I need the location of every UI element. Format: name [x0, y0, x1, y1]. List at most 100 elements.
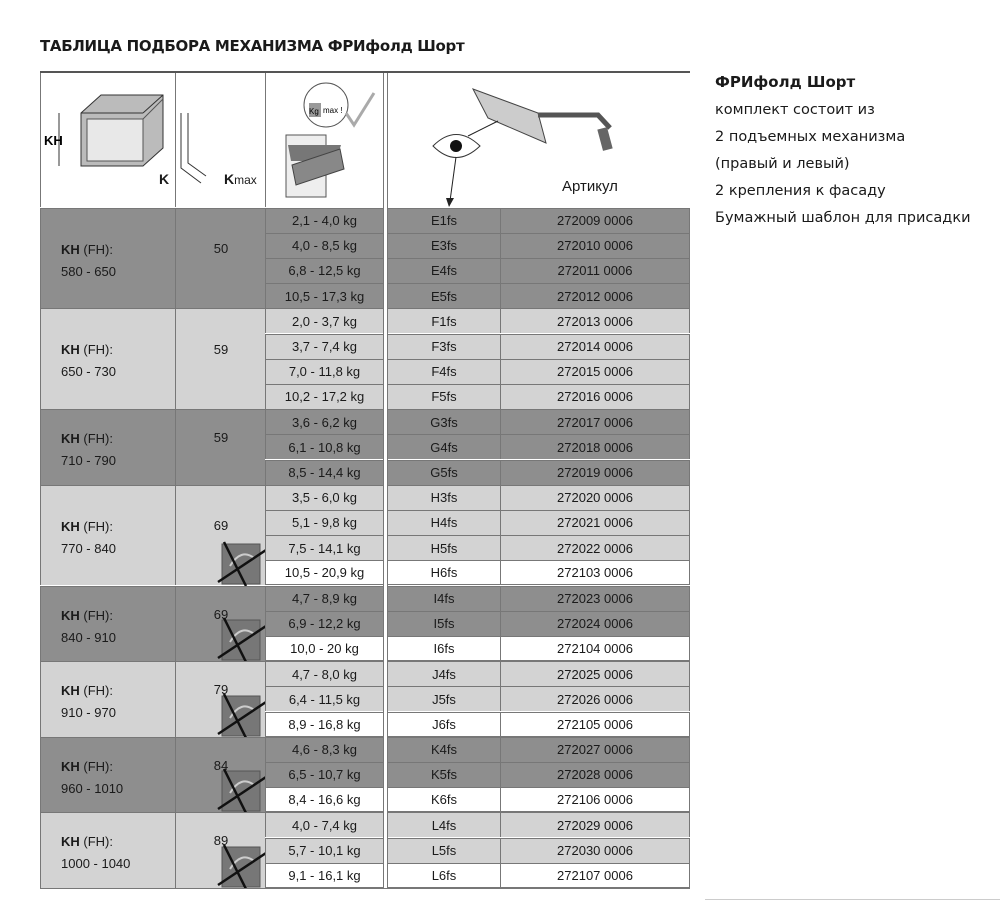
article-number: 272017 0006	[500, 409, 690, 435]
article-number: 272106 0006	[500, 787, 690, 813]
kh-label: KH	[61, 758, 80, 774]
article-number: 272025 0006	[500, 661, 690, 687]
k-value-cell: 50	[175, 207, 265, 309]
weight-range: 4,7 - 8,9 kg	[265, 585, 383, 611]
weight-range: 4,0 - 8,5 kg	[265, 232, 383, 258]
article-number: 272029 0006	[500, 812, 690, 838]
k-value-cell: 59	[175, 409, 265, 485]
weight-range: 8,9 - 16,8 kg	[265, 711, 383, 737]
kit-line: комплект состоит из	[715, 102, 875, 118]
kh-range-value: 840 - 910	[61, 629, 116, 645]
double-divider-2	[387, 73, 388, 888]
weight-range: 9,1 - 16,1 kg	[265, 862, 383, 888]
article-number: 272012 0006	[500, 283, 690, 309]
model-code: I4fs	[388, 585, 500, 611]
article-number: 272028 0006	[500, 761, 690, 788]
not-suitable-icon	[217, 693, 266, 738]
k-value-cell: 84	[175, 736, 266, 814]
weight-range: 8,4 - 16,6 kg	[265, 787, 383, 813]
weight-range: 5,1 - 9,8 kg	[265, 509, 383, 536]
weight-range: 3,5 - 6,0 kg	[265, 484, 383, 510]
model-code: E4fs	[388, 257, 500, 284]
model-code: F3fs	[388, 333, 500, 359]
model-code: E3fs	[388, 232, 500, 258]
fh-label: (FH):	[79, 518, 113, 534]
kit-title: ФРИфолд Шорт	[715, 73, 856, 91]
fh-label: (FH):	[79, 431, 113, 447]
kh-range-cell: KH (FH): 910 - 970	[40, 661, 175, 737]
weight-range: 2,1 - 4,0 kg	[265, 207, 383, 233]
model-code: G3fs	[388, 409, 500, 435]
model-code: H5fs	[388, 535, 500, 561]
header-weight-cell: Kg max !	[265, 73, 383, 207]
weight-range: 4,7 - 8,0 kg	[265, 661, 383, 687]
kit-description: ФРИфолд Шорт комплект состоит из 2 подъе…	[715, 69, 971, 232]
kh-range-cell: KH (FH): 650 - 730	[40, 308, 175, 410]
article-number: 272030 0006	[500, 837, 690, 863]
header-kmax-cell: Kmax	[175, 73, 265, 207]
k-value-cell: 59	[175, 308, 265, 410]
article-number: 272013 0006	[500, 308, 690, 334]
page-title: ТАБЛИЦА ПОДБОРА МЕХАНИЗМА ФРИфолд Шорт	[40, 37, 465, 55]
table-bottom-rule	[40, 887, 690, 889]
kh-label: KH	[61, 834, 80, 850]
kh-range-value: 770 - 840	[61, 540, 116, 556]
model-code: F4fs	[388, 358, 500, 384]
not-suitable-icon	[217, 844, 266, 889]
weight-range: 6,1 - 10,8 kg	[265, 434, 383, 460]
kmax-subscript: max	[234, 173, 257, 187]
fh-label: (FH):	[79, 607, 113, 623]
article-number: 272015 0006	[500, 358, 690, 384]
model-code: H4fs	[388, 509, 500, 536]
panel-edge-icon	[180, 113, 207, 184]
k-value: 59	[213, 429, 229, 445]
article-header: Артикул	[562, 178, 618, 195]
kmax-label: K	[224, 171, 235, 187]
kh-label: KH	[44, 133, 63, 148]
weight-range: 7,5 - 14,1 kg	[265, 535, 383, 561]
model-code: G5fs	[388, 459, 500, 485]
weight-range: 5,7 - 10,1 kg	[265, 837, 383, 863]
kh-range-cell: KH (FH): 710 - 790	[40, 409, 175, 485]
model-code: L4fs	[388, 812, 500, 838]
weight-range: 6,9 - 12,2 kg	[265, 610, 383, 636]
article-number: 272009 0006	[500, 207, 690, 233]
model-code: L6fs	[388, 862, 500, 888]
kh-range-value: 580 - 650	[61, 263, 116, 279]
k-value-cell: 79	[175, 661, 266, 738]
bottom-rule	[705, 899, 1000, 900]
model-code: L5fs	[388, 837, 500, 863]
model-code: E1fs	[388, 207, 500, 233]
model-code: H6fs	[388, 560, 500, 586]
model-code: K4fs	[388, 736, 500, 762]
article-number: 272021 0006	[500, 509, 690, 536]
not-suitable-icon	[217, 541, 266, 587]
article-number: 272010 0006	[500, 232, 690, 258]
weight-range: 7,0 - 11,8 kg	[265, 358, 383, 384]
article-number: 272019 0006	[500, 459, 690, 485]
weight-range: 3,6 - 6,2 kg	[265, 409, 383, 435]
article-number: 272105 0006	[500, 711, 690, 737]
model-code: I6fs	[388, 635, 500, 662]
header-article-cell	[388, 73, 690, 207]
article-number: 272014 0006	[500, 333, 690, 359]
k-value: 59	[213, 341, 229, 357]
kit-line: Бумажный шаблон для присадки	[715, 210, 971, 226]
article-number: 272022 0006	[500, 535, 690, 561]
k-value: 50	[213, 240, 229, 256]
weight-range: 10,5 - 17,3 kg	[265, 283, 383, 309]
weight-range: 3,7 - 7,4 kg	[265, 333, 383, 359]
article-number: 272103 0006	[500, 560, 690, 586]
fh-label: (FH):	[79, 834, 113, 850]
weight-range: 6,4 - 11,5 kg	[265, 686, 383, 712]
not-suitable-icon	[217, 768, 266, 814]
k-value-cell: 69	[175, 484, 266, 587]
weight-range: 2,0 - 3,7 kg	[265, 308, 383, 334]
max-label: max !	[323, 106, 343, 115]
weight-range: 6,8 - 12,5 kg	[265, 257, 383, 284]
fh-label: (FH):	[79, 241, 113, 257]
weight-check-icon: Kg max !	[285, 82, 376, 198]
kh-label: KH	[61, 431, 80, 447]
kh-range-cell: KH (FH): 960 - 1010	[40, 736, 175, 813]
article-number: 272023 0006	[500, 585, 690, 611]
